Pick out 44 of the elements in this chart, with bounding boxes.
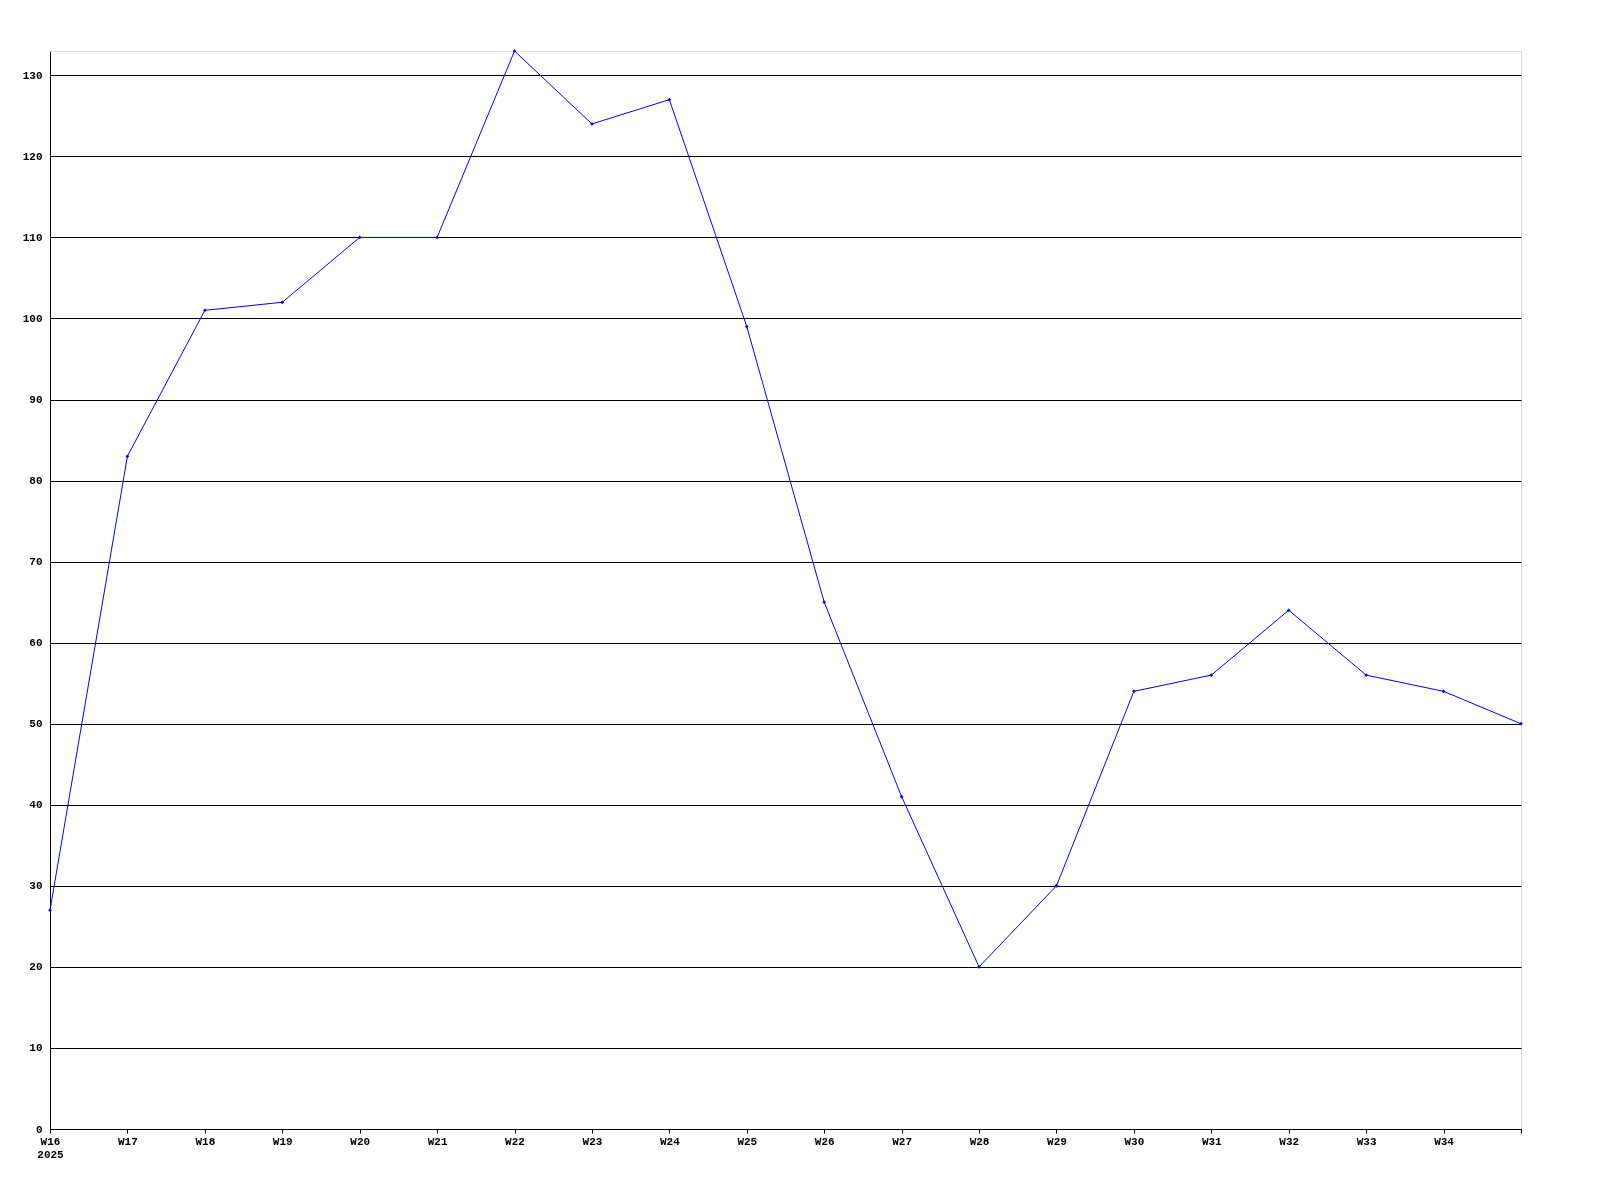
y-tick-label: 50 xyxy=(29,718,43,731)
x-tick-label: W23 xyxy=(582,1135,603,1148)
x-tick-label: W32 xyxy=(1279,1135,1300,1148)
point xyxy=(1209,673,1214,677)
x-tick-label: W29 xyxy=(1047,1135,1067,1148)
x-tick-label: W25 xyxy=(737,1135,758,1148)
x-tick-label: W17 xyxy=(118,1135,138,1148)
y-tick-label: 70 xyxy=(29,556,43,569)
x-tick-label: W16 2025 xyxy=(37,1135,65,1161)
y-tick-label: 30 xyxy=(29,880,43,893)
y-tick-label: 40 xyxy=(29,799,43,812)
y-tick-label: 90 xyxy=(29,394,43,407)
point xyxy=(512,49,517,53)
y-tick-label: 80 xyxy=(29,475,43,488)
point xyxy=(744,324,749,329)
y-tick-label: 60 xyxy=(29,637,43,650)
x-tick-label: W30 xyxy=(1124,1135,1145,1148)
x-tick-label: W31 xyxy=(1201,1135,1223,1148)
x-tick-label: W33 xyxy=(1356,1135,1377,1148)
x-tick-label: W20 xyxy=(350,1135,371,1148)
x-tick-label: W27 xyxy=(892,1135,913,1148)
point xyxy=(125,454,130,459)
x-tick-label: W34 xyxy=(1434,1135,1455,1148)
y-tick-label: 20 xyxy=(29,961,43,974)
point xyxy=(48,908,52,913)
x-tick-label: W22 xyxy=(505,1135,525,1148)
y-tick-label: 10 xyxy=(29,1042,43,1055)
x-tick-label: W24 xyxy=(659,1135,681,1148)
x-tick-label: W19 xyxy=(272,1135,293,1148)
y-tick-label: 100 xyxy=(22,312,43,325)
x-tick-label: W26 xyxy=(814,1135,835,1148)
x-tick-label: W21 xyxy=(427,1135,448,1148)
y-tick-label: 130 xyxy=(22,69,43,82)
x-tick-label: W28 xyxy=(969,1135,990,1148)
y-tick-label: 110 xyxy=(22,231,43,244)
point xyxy=(202,308,207,313)
x-tick-label: W18 xyxy=(195,1135,216,1148)
point xyxy=(1054,883,1059,888)
y-tick-label: 120 xyxy=(22,150,43,163)
point xyxy=(435,235,439,240)
point xyxy=(1132,689,1136,694)
line-series xyxy=(48,49,1523,969)
point xyxy=(1519,721,1523,726)
y-tick-label: 0 xyxy=(35,1123,43,1136)
